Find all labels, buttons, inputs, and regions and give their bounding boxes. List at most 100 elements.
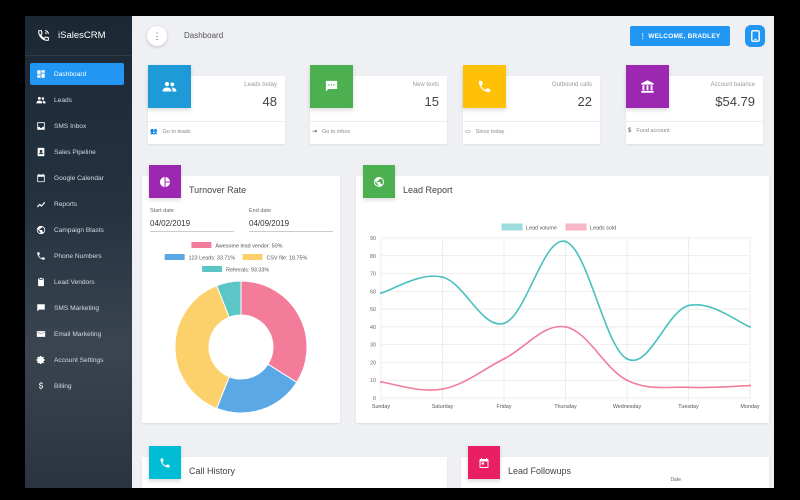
app-window: iSalesCRM Dashboard Leads SMS Inbox Sales P… [25,16,774,488]
x-tick-label: Sunday [372,404,391,410]
sidebar-item-campaign-blasts[interactable]: Campaign Blasts [30,219,124,241]
date-column-header: Date [670,477,681,483]
mail-icon [36,329,46,339]
phone-button[interactable] [745,25,765,47]
sidebar-item-reports[interactable]: Reports [30,193,124,215]
mobile-phone-icon [750,30,760,42]
sidebar-item-billing[interactable]: Billing [30,375,124,397]
legend-label: Referrals: 93.33% [226,268,269,274]
data-point[interactable] [441,388,444,391]
end-date-label: End date [249,208,272,214]
y-tick-label: 90 [370,236,376,242]
chat-icon [36,303,46,313]
y-tick-label: 20 [370,360,376,366]
x-tick-label: Saturday [432,404,454,410]
people-icon: 👥 [150,129,158,135]
inbox-icon [36,121,46,131]
donut-slice[interactable] [216,280,242,318]
sidebar-item-label: Sales Pipeline [54,148,96,156]
sidebar-item-sms-marketing[interactable]: SMS Marketing [30,297,124,319]
calendar-icon [479,457,489,468]
welcome-user-button[interactable]: ⋮ WELCOME, BRADLEY [630,26,730,46]
lead-followups-panel: Lead Followups Date [461,446,769,488]
data-point[interactable] [749,384,751,387]
lead-report-line-chart: Lead volume Leads sold 0 10 20 30 40 50 60 70 80 90… [370,223,760,410]
legend-swatch [164,254,185,260]
data-point[interactable] [503,322,505,325]
panel-badge [468,446,500,479]
data-point[interactable] [380,292,382,295]
link-label: Fund account [636,128,670,134]
clipboard-icon [36,277,46,287]
stat-value: 22 [577,94,592,109]
data-point[interactable] [626,379,628,382]
sidebar-item-label: Phone Numbers [54,252,102,260]
link-label: Since today [475,128,505,135]
link-label: Go to leads [162,128,191,135]
end-date-field[interactable]: End date 04/09/2019 [249,208,333,232]
end-date-input[interactable]: 04/09/2019 [249,219,333,232]
x-tick-label: Friday [497,404,512,410]
start-date-input[interactable]: 04/02/2019 [150,219,234,232]
data-point[interactable] [441,276,444,279]
trend-icon [36,199,46,209]
sidebar-item-sales-pipeline[interactable]: Sales Pipeline [30,141,124,163]
data-point[interactable] [503,357,505,360]
data-point[interactable] [749,325,751,328]
sidebar-item-sms-inbox[interactable]: SMS Inbox [30,115,124,137]
call-history-panel: Call History [142,446,447,488]
chat-icon [325,80,338,92]
y-tick-label: 70 [370,272,376,278]
go-to-inbox-link[interactable]: ⇥ Go to inbox [312,128,350,136]
since-today-link[interactable]: ▭ Since today [465,128,505,136]
data-point[interactable] [564,240,567,243]
turnover-rate-panel: Turnover Rate Start date 04/02/2019 End … [142,165,340,423]
start-date-field[interactable]: Start date 04/02/2019 [150,208,234,232]
stat-badge [148,65,191,108]
stat-card-balance: Account balance $54.79 $ Fund account [626,65,763,144]
login-arrow-icon: ⇥ [312,129,318,135]
donut-slice[interactable] [174,284,230,410]
sidebar-item-leads[interactable]: Leads [30,89,124,111]
donut-slice[interactable] [240,280,308,384]
divider [463,121,600,122]
y-tick-label: 50 [370,307,376,313]
data-point[interactable] [564,325,567,328]
stat-badge [310,65,353,108]
dollar-icon: $ [628,128,632,134]
sidebar-item-label: Email Marketing [54,330,102,338]
fund-account-link[interactable]: $ Fund account [628,128,670,134]
page-title: Dashboard [184,31,224,40]
sidebar-item-account-settings[interactable]: Account Settings [30,349,124,371]
x-tick-label: Monday [740,404,759,410]
sidebar-item-google-calendar[interactable]: Google Calendar [30,167,124,189]
sidebar-item-email-marketing[interactable]: Email Marketing [30,323,124,345]
brand[interactable]: iSalesCRM [25,16,132,56]
menu-button[interactable]: ⋮ [147,26,167,46]
sidebar-item-lead-vendors[interactable]: Lead Vendors [30,271,124,293]
sidebar-item-dashboard[interactable]: Dashboard [30,63,124,85]
panel-title: Lead Report [403,185,453,195]
globe-icon [36,225,46,235]
stat-card-texts: New texts 15 ⇥ Go to inbox [310,65,447,144]
y-tick-label: 60 [370,289,376,295]
x-tick-label: Tuesday [678,404,699,410]
panel-badge [363,165,395,198]
data-point[interactable] [380,381,382,383]
panel-title: Turnover Rate [189,185,247,195]
sidebar-item-phone-numbers[interactable]: Phone Numbers [30,245,124,267]
stat-label: Outbound calls [551,82,592,88]
sidebar-item-label: Reports [54,200,78,208]
data-point[interactable] [626,357,628,360]
sidebar-item-label: Dashboard [54,70,87,78]
data-point[interactable] [687,304,690,307]
data-point[interactable] [687,386,690,389]
go-to-leads-link[interactable]: 👥 Go to leads [150,128,191,136]
sidebar-item-label: Lead Vendors [54,278,95,286]
stat-label: New texts [412,82,439,88]
sidebar-item-label: SMS Inbox [54,122,87,130]
stat-badge [626,65,669,108]
stat-value: $54.79 [715,94,755,109]
lead-report-panel: Lead Report Lead volume Leads sold 0 10 20 30… [356,165,769,423]
calendar-icon: ▭ [465,129,471,135]
